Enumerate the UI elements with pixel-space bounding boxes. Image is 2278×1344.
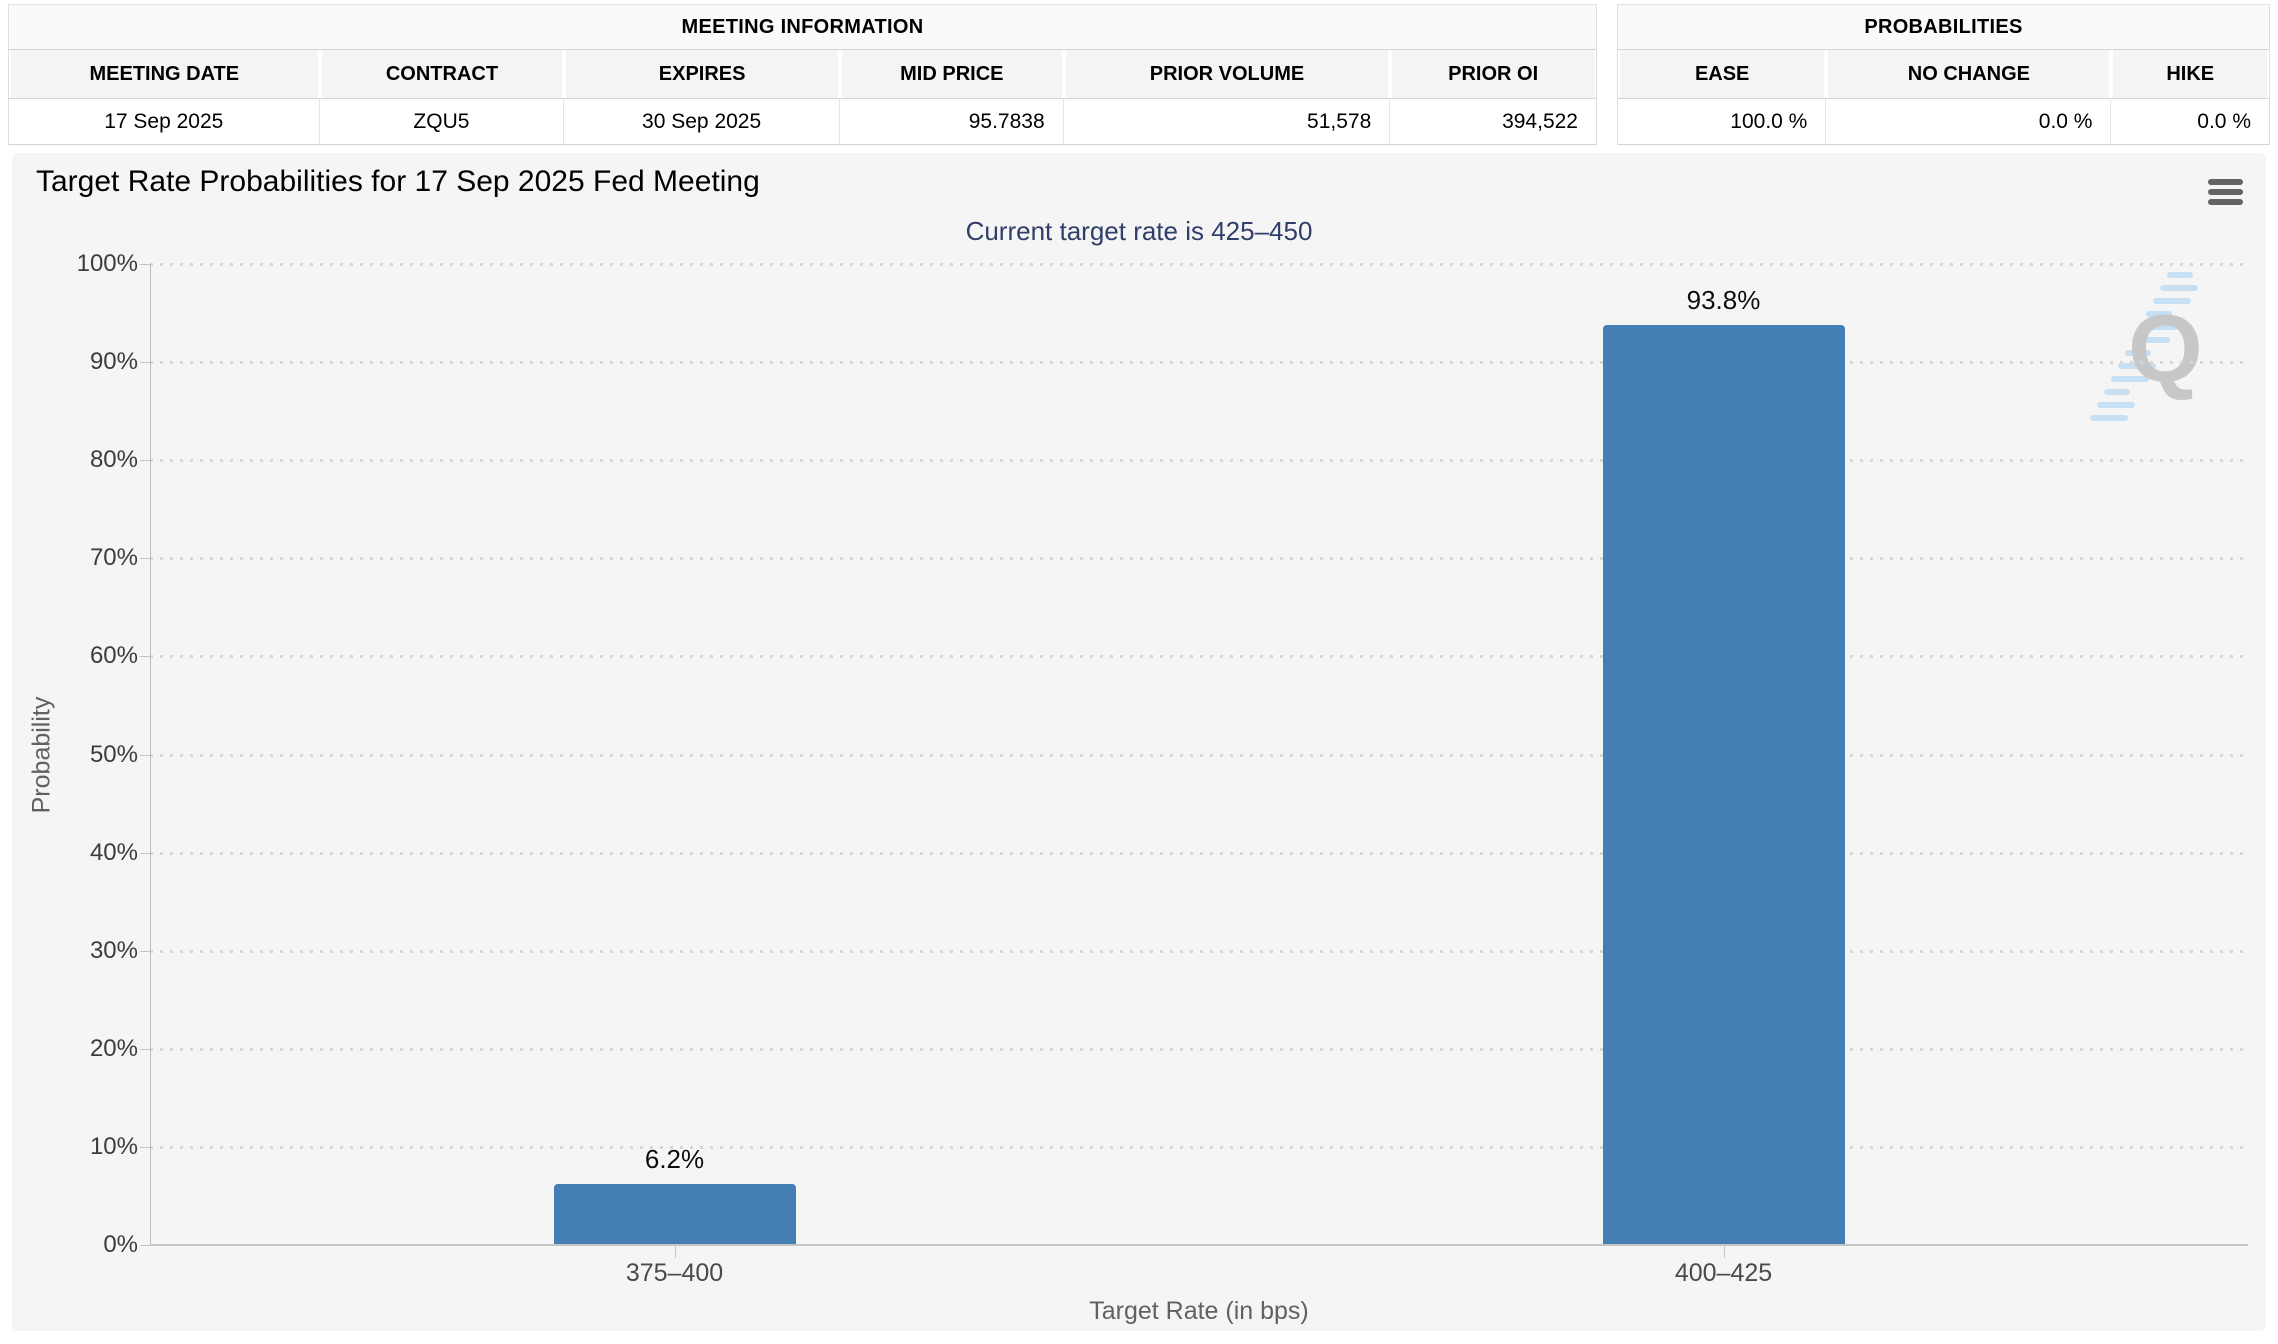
gridline [150,655,2248,659]
bar-value-label: 93.8% [1686,284,1761,315]
table-cell: 95.7838 [840,99,1064,144]
column-header: PRIOR VOLUME [1065,50,1389,98]
column-header: HIKE [2113,50,2267,98]
table-cell: 394,522 [1502,109,1578,133]
probabilities-data-row: 100.0 % 0.0 % 0.0 % [1618,99,2269,145]
chart-subtitle: Current target rate is 425–450 [965,216,1313,246]
column-header: EXPIRES [566,50,838,98]
table-cell: 0.0 % [2197,109,2251,133]
y-axis-tick-label: 20% [89,1034,138,1062]
column-header: CONTRACT [321,50,563,98]
y-axis-tick-label: 0% [103,1231,138,1258]
y-axis-tick-label: 10% [89,1132,138,1160]
gridline [150,1047,2248,1051]
meeting-information-data-row: 17 Sep 2025 ZQU5 30 Sep 2025 95.7838 51,578 3… [9,99,1596,145]
x-axis-category-label: 400–425 [1674,1259,1773,1287]
gridline [150,459,2248,463]
column-header: NO CHANGE [1828,50,2110,98]
y-axis-tick-label: 100% [76,250,138,277]
hamburger-bar [2208,179,2243,185]
chart-title: Target Rate Probabilities for 17 Sep 202… [36,165,760,198]
target-rate-chart-panel: Target Rate Probabilities for 17 Sep 202… [12,153,2266,1331]
probabilities-header-row: EASE NO CHANGE HIKE [1618,49,2269,99]
y-axis-tick [140,1048,150,1050]
y-axis-tick [140,754,150,756]
table-cell: 17 Sep 2025 [9,99,320,144]
y-axis-tick-label: 30% [89,936,138,964]
table-cell: 30 Sep 2025 [564,99,840,144]
x-axis-tick [1723,1246,1725,1258]
y-axis-tick-label: 90% [89,348,138,376]
column-header: MEETING DATE [11,50,318,98]
hamburger-bar [2208,199,2243,205]
x-axis-tick [674,1246,676,1258]
column-header: MID PRICE [841,50,1062,98]
y-axis-tick [140,950,150,952]
gridline [150,949,2248,953]
y-axis-tick [140,460,150,462]
table-cell: 0.0 % [1826,99,2112,144]
probabilities-title: PROBABILITIES [1618,5,2269,49]
table-cell: ZQU5 [320,99,565,144]
probability-bar-400–425[interactable] [1602,324,1845,1244]
meeting-information-table: MEETING INFORMATION MEETING DATE CONTRACT… [8,4,1597,145]
y-axis-tick-label: 40% [89,838,138,866]
gridline [150,851,2248,855]
y-axis-tick [140,1245,150,1246]
y-axis-tick [140,362,150,364]
gridline [150,263,2248,266]
probability-bar-375–400[interactable] [553,1184,796,1244]
y-axis-tick-label: 80% [89,446,138,474]
hamburger-menu-icon[interactable] [2208,179,2243,205]
y-axis-tick [140,558,150,560]
y-axis-tick [140,264,150,265]
gridline [150,753,2248,757]
x-axis-line [150,1244,2248,1246]
y-axis-tick [140,656,150,658]
y-axis-tick [140,852,150,854]
table-cell: 51,578 [1064,99,1391,144]
y-axis-line [150,264,151,1245]
gridline [150,557,2248,561]
gridline [150,361,2248,365]
y-axis-tick [140,1146,150,1148]
meeting-information-title: MEETING INFORMATION [9,5,1596,49]
x-axis-category-label: 375–400 [625,1259,724,1287]
probabilities-table: PROBABILITIES EASE NO CHANGE HIKE 100.0 % 0… [1617,4,2270,145]
hamburger-bar [2208,189,2243,195]
column-header: PRIOR OI [1392,50,1594,98]
table-cell: 100.0 % [1618,99,1827,144]
x-axis-title: Target Rate (in bps) [1089,1297,1309,1325]
bar-value-label: 6.2% [644,1144,705,1175]
column-header: EASE [1620,50,1825,98]
y-axis-tick-label: 50% [89,740,138,768]
meeting-information-header-row: MEETING DATE CONTRACT EXPIRES MID PRICE PRIO… [9,49,1596,99]
y-axis-tick-label: 70% [89,544,138,572]
y-axis-tick-label: 60% [89,642,138,670]
gridline [150,1145,2248,1149]
